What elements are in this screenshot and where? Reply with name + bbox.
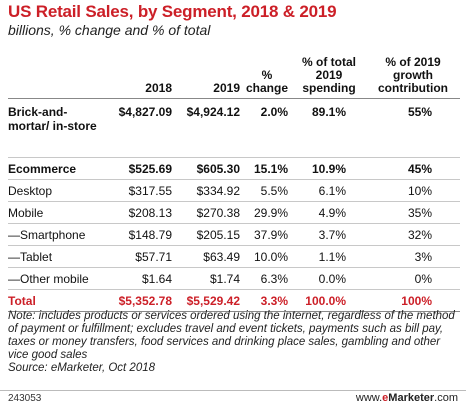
value-2018: $4,827.09 [106,98,174,158]
table-row: Mobile $208.13 $270.38 29.9% 4.9% 35% [8,201,460,224]
value-2019: $1.74 [174,267,242,290]
value-change: 15.1% [242,157,292,180]
row-label: —Other mobile [8,267,106,290]
column-header-share: % of total 2019 spending [292,52,366,99]
value-share: 6.1% [292,179,366,202]
value-contribution: 45% [366,157,460,180]
value-2019: $270.38 [174,201,242,224]
value-change: 6.3% [242,267,292,290]
value-contribution: 10% [366,179,460,202]
value-contribution: 3% [366,245,460,268]
value-2018: $57.71 [106,245,174,268]
value-share: 89.1% [292,98,366,158]
column-header-change-text: % change [245,68,288,95]
column-header-2018: 2018 [106,52,174,99]
value-contribution: 35% [366,201,460,224]
value-2019: $205.15 [174,223,242,246]
header-corner [8,52,106,99]
brand-suffix: .com [434,392,458,404]
value-2019: $5,529.42 [174,289,242,312]
table-row: —Other mobile $1.64 $1.74 6.3% 0.0% 0% [8,267,460,290]
column-header-contribution: % of 2019 growth contribution [366,52,460,99]
row-label: Desktop [8,179,106,202]
row-label: Total [8,289,106,312]
brand-prefix: www. [355,392,383,404]
table-body: Brick-and-mortar/ in-store $4,827.09 $4,92… [8,98,460,312]
chart-note: Note: includes products or services orde… [8,310,460,375]
value-2018: $525.69 [106,157,174,180]
brand-name: Marketer [388,392,435,404]
value-2019: $605.30 [174,157,242,180]
value-2019: $63.49 [174,245,242,268]
table-header-row: 2018 2019 % change % of total 2019 spend… [8,52,460,99]
value-share: 10.9% [292,157,366,180]
value-share: 0.0% [292,267,366,290]
value-change: 10.0% [242,245,292,268]
value-contribution: 55% [366,98,460,158]
column-header-2019: 2019 [174,52,242,99]
value-share: 100.0% [292,289,366,312]
value-contribution: 32% [366,223,460,246]
value-share: 1.1% [292,245,366,268]
value-change: 37.9% [242,223,292,246]
chart-id: 243053 [8,393,42,404]
value-change: 2.0% [242,98,292,158]
value-share: 3.7% [292,223,366,246]
footer-divider [0,390,466,391]
column-header-share-text: % of total 2019 spending [302,55,356,95]
note-text: Note: includes products or services orde… [8,310,455,361]
row-label: Mobile [8,201,106,224]
data-table: 2018 2019 % change % of total 2019 spend… [8,52,460,312]
row-label: Ecommerce [8,157,106,180]
column-header-change: % change [242,52,292,99]
value-change: 5.5% [242,179,292,202]
table-row: —Smartphone $148.79 $205.15 37.9% 3.7% 32% [8,223,460,246]
value-contribution: 100% [366,289,460,312]
table-row: Total $5,352.78 $5,529.42 3.3% 100.0% 100% [8,289,460,312]
table-row: —Tablet $57.71 $63.49 10.0% 1.1% 3% [8,245,460,268]
row-label: —Tablet [8,245,106,268]
value-change: 29.9% [242,201,292,224]
brand-logo: www.eMarketer.com [356,392,458,404]
table-row: Ecommerce $525.69 $605.30 15.1% 10.9% 45% [8,157,460,180]
table-row: Brick-and-mortar/ in-store $4,827.09 $4,92… [8,98,460,158]
chart-subtitle: billions, % change and % of total [8,22,211,38]
table-row: Desktop $317.55 $334.92 5.5% 6.1% 10% [8,179,460,202]
value-2019: $4,924.12 [174,98,242,158]
value-2018: $208.13 [106,201,174,224]
value-2018: $1.64 [106,267,174,290]
value-2018: $5,352.78 [106,289,174,312]
value-change: 3.3% [242,289,292,312]
value-2018: $317.55 [106,179,174,202]
column-header-contribution-text: % of 2019 growth contribution [378,55,448,95]
value-contribution: 0% [366,267,460,290]
value-share: 4.9% [292,201,366,224]
chart-title: US Retail Sales, by Segment, 2018 & 2019 [8,2,337,21]
value-2019: $334.92 [174,179,242,202]
row-label: Brick-and-mortar/ in-store [8,98,106,158]
value-2018: $148.79 [106,223,174,246]
source-text: Source: eMarketer, Oct 2018 [8,362,156,374]
row-label: —Smartphone [8,223,106,246]
brand-e: e [382,392,389,404]
